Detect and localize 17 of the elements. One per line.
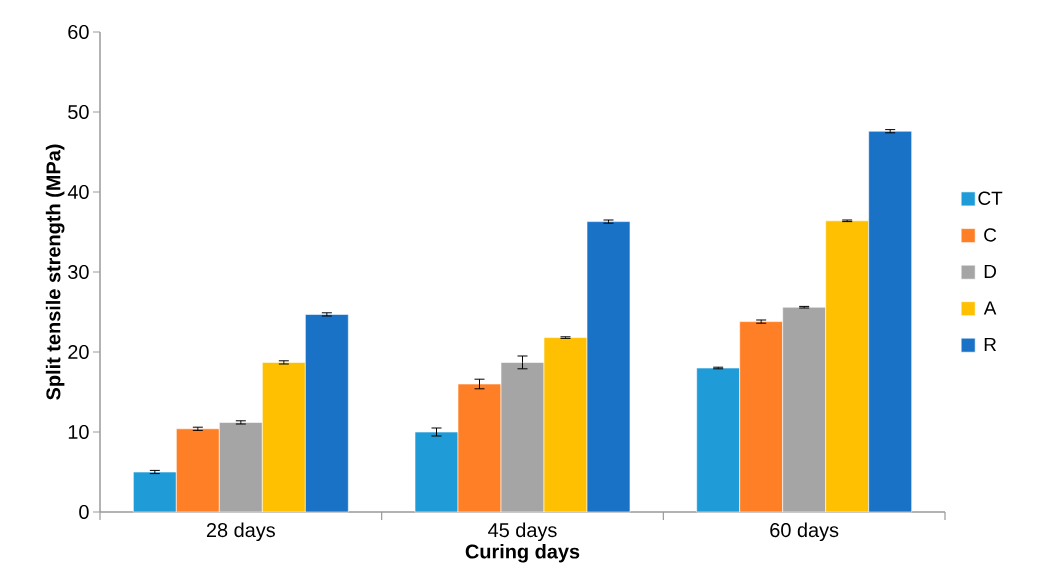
legend-label: CT: [978, 191, 1003, 205]
y-tick-label: 40: [67, 184, 89, 200]
x-tick-label: 60 days: [770, 522, 839, 542]
legend-label: C: [984, 228, 997, 242]
y-tick-label: 50: [68, 104, 89, 120]
y-axis-title: Split tensile strength (MPa): [45, 144, 65, 400]
x-tick-label: 28 days: [206, 522, 275, 542]
x-axis-title: Curing days: [465, 543, 580, 563]
y-tick-label: 0: [79, 504, 89, 520]
x-tick-label: 45 days: [488, 522, 557, 542]
y-tick-label: 10: [68, 424, 89, 440]
legend-label: A: [983, 301, 997, 315]
legend-label: R: [984, 337, 997, 351]
y-tick-label: 20: [68, 344, 89, 360]
y-tick-label: 60: [68, 24, 89, 40]
legend-label: D: [984, 264, 997, 278]
y-tick-label: 30: [68, 264, 89, 280]
